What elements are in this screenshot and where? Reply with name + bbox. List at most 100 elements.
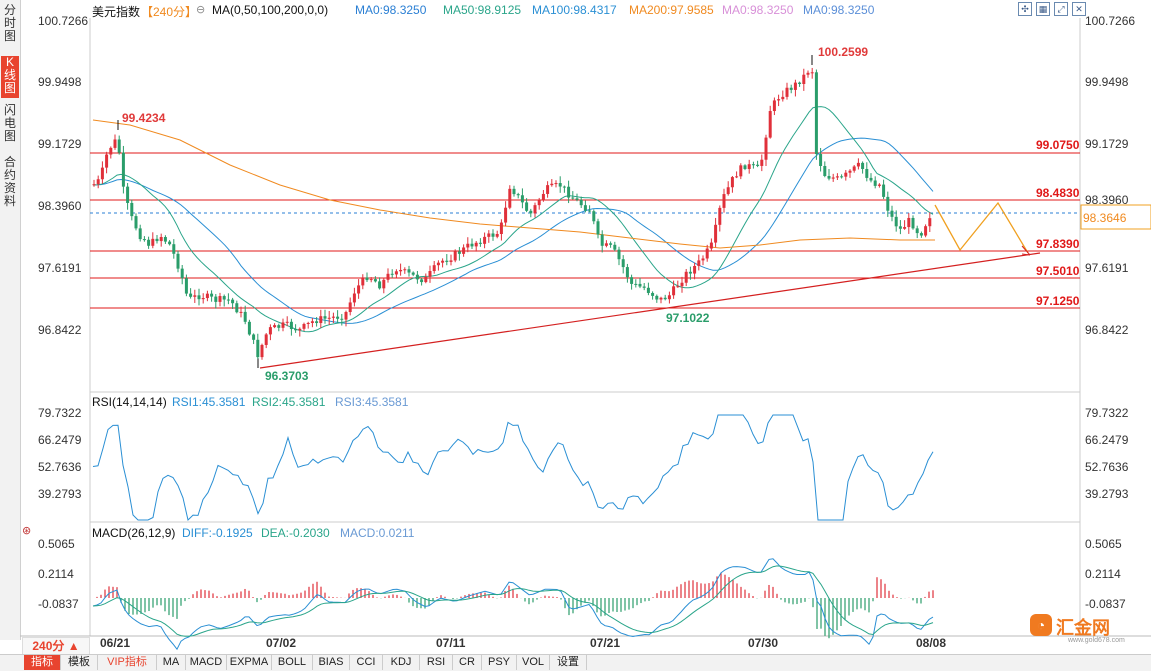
tab-flash[interactable]: 闪电图 [3, 103, 16, 143]
ma100-value: MA100:98.4317 [532, 3, 617, 17]
candle-body [453, 251, 457, 261]
candle-body [151, 238, 155, 246]
tab-timeshare[interactable]: 分时图 [3, 3, 16, 43]
tab-kline[interactable]: K线图 [1, 56, 19, 98]
candle-body [235, 303, 239, 313]
candle-body [848, 170, 852, 173]
candle-body [516, 194, 520, 196]
fullscreen-icon[interactable]: ⤢ [1054, 2, 1068, 16]
candle-body [109, 147, 113, 155]
price-axis-right-5: 97.6191 [1085, 261, 1129, 275]
price-axis-right-2: 99.9498 [1085, 75, 1129, 89]
tab-boll[interactable]: BOLL [272, 655, 313, 670]
candle-body [571, 197, 575, 199]
tab-template[interactable]: 模板 [61, 655, 98, 670]
candle-body [365, 277, 369, 281]
level-label-4: 97.5010 [1036, 264, 1080, 278]
candle-body [369, 279, 373, 281]
candle-body [445, 260, 449, 262]
current-price-tag [1080, 204, 1151, 230]
tab-kdj[interactable]: KDJ [383, 655, 420, 670]
candle-body [772, 100, 776, 112]
candle-body [856, 162, 860, 167]
candle-body [793, 82, 797, 90]
ma-title: MA(0,50,100,200,0,0) [212, 3, 329, 17]
macd-diff: DIFF:-0.1925 [182, 526, 253, 540]
candle-body [474, 242, 478, 247]
candle-body [361, 277, 365, 286]
candle-body [197, 295, 201, 300]
candle-body [327, 317, 331, 319]
tab-ma[interactable]: MA [157, 655, 186, 670]
candle-body [630, 277, 634, 284]
candle-body [264, 334, 268, 345]
tab-cci[interactable]: CCI [350, 655, 383, 670]
tab-vol[interactable]: VOL [517, 655, 550, 670]
tab-psy[interactable]: PSY [482, 655, 517, 670]
tab-settings[interactable]: 设置 [550, 655, 587, 670]
rsi-axis-left-2: 66.2479 [38, 433, 82, 447]
candle-body [163, 237, 167, 242]
candle-body [718, 207, 722, 225]
candle-body [302, 323, 306, 329]
candle-body [424, 276, 428, 283]
side-tab-bar: 分时图 K线图 闪电图 合约资料 [0, 0, 21, 640]
candle-body [268, 327, 272, 335]
price-axis-right-3: 99.1729 [1085, 137, 1129, 151]
grid-icon[interactable]: ▦ [1036, 2, 1050, 16]
expand-icon[interactable]: ✣ [1018, 2, 1032, 16]
period-selector[interactable]: 240分 ▲ [22, 637, 90, 655]
tab-cr[interactable]: CR [453, 655, 482, 670]
tab-macd[interactable]: MACD [186, 655, 227, 670]
ma50-value: MA50:98.9125 [443, 3, 522, 17]
close-icon[interactable]: ✕ [1072, 2, 1086, 16]
candle-body [701, 258, 705, 261]
candle-body [693, 265, 697, 274]
candle-body [634, 283, 638, 285]
tab-rsi[interactable]: RSI [420, 655, 453, 670]
logo-text: 汇金网 [1056, 618, 1110, 638]
candle-body [428, 271, 432, 277]
candle-body [781, 96, 785, 100]
candle-body [756, 164, 760, 166]
candle-body [214, 296, 218, 302]
macd-diff-line [92, 558, 934, 651]
candle-body [730, 177, 734, 188]
settings-icon[interactable]: ⊖ [196, 4, 206, 16]
candle-body [386, 273, 390, 280]
candle-body [134, 216, 138, 229]
macd-axis-left-1: 0.5065 [38, 537, 75, 551]
candle-body [882, 184, 886, 197]
candle-body [609, 243, 613, 245]
candle-body [407, 269, 411, 273]
candle-body [722, 194, 726, 208]
tab-expma[interactable]: EXPMA [227, 655, 272, 670]
candle-body [579, 199, 583, 206]
target-icon[interactable]: ⊛ [22, 525, 32, 537]
candle-body [96, 179, 100, 185]
price-axis-left-4: 98.3960 [38, 199, 82, 213]
candle-body [210, 293, 214, 297]
candle-body [617, 249, 621, 260]
candle-body [306, 322, 310, 324]
candle-body [147, 239, 151, 246]
tab-bias[interactable]: BIAS [313, 655, 350, 670]
candle-body [319, 316, 323, 324]
candle-body [390, 273, 394, 275]
candle-body [840, 176, 844, 178]
tab-indicator[interactable]: 指标 [24, 655, 61, 670]
candle-body [642, 286, 646, 288]
candle-body [373, 279, 377, 282]
macd-axis-right-3: -0.0837 [1085, 597, 1126, 611]
tab-contract-info[interactable]: 合约资料 [3, 155, 16, 208]
candle-body [130, 202, 134, 217]
candle-body [844, 172, 848, 177]
rsi-axis-right-2: 66.2479 [1085, 433, 1129, 447]
candle-body [743, 165, 747, 169]
candle-body [915, 228, 919, 234]
tab-vip-indicator[interactable]: VIP指标 [98, 655, 157, 670]
candle-body [827, 175, 831, 179]
candle-body [777, 99, 781, 101]
candle-body [462, 247, 466, 254]
